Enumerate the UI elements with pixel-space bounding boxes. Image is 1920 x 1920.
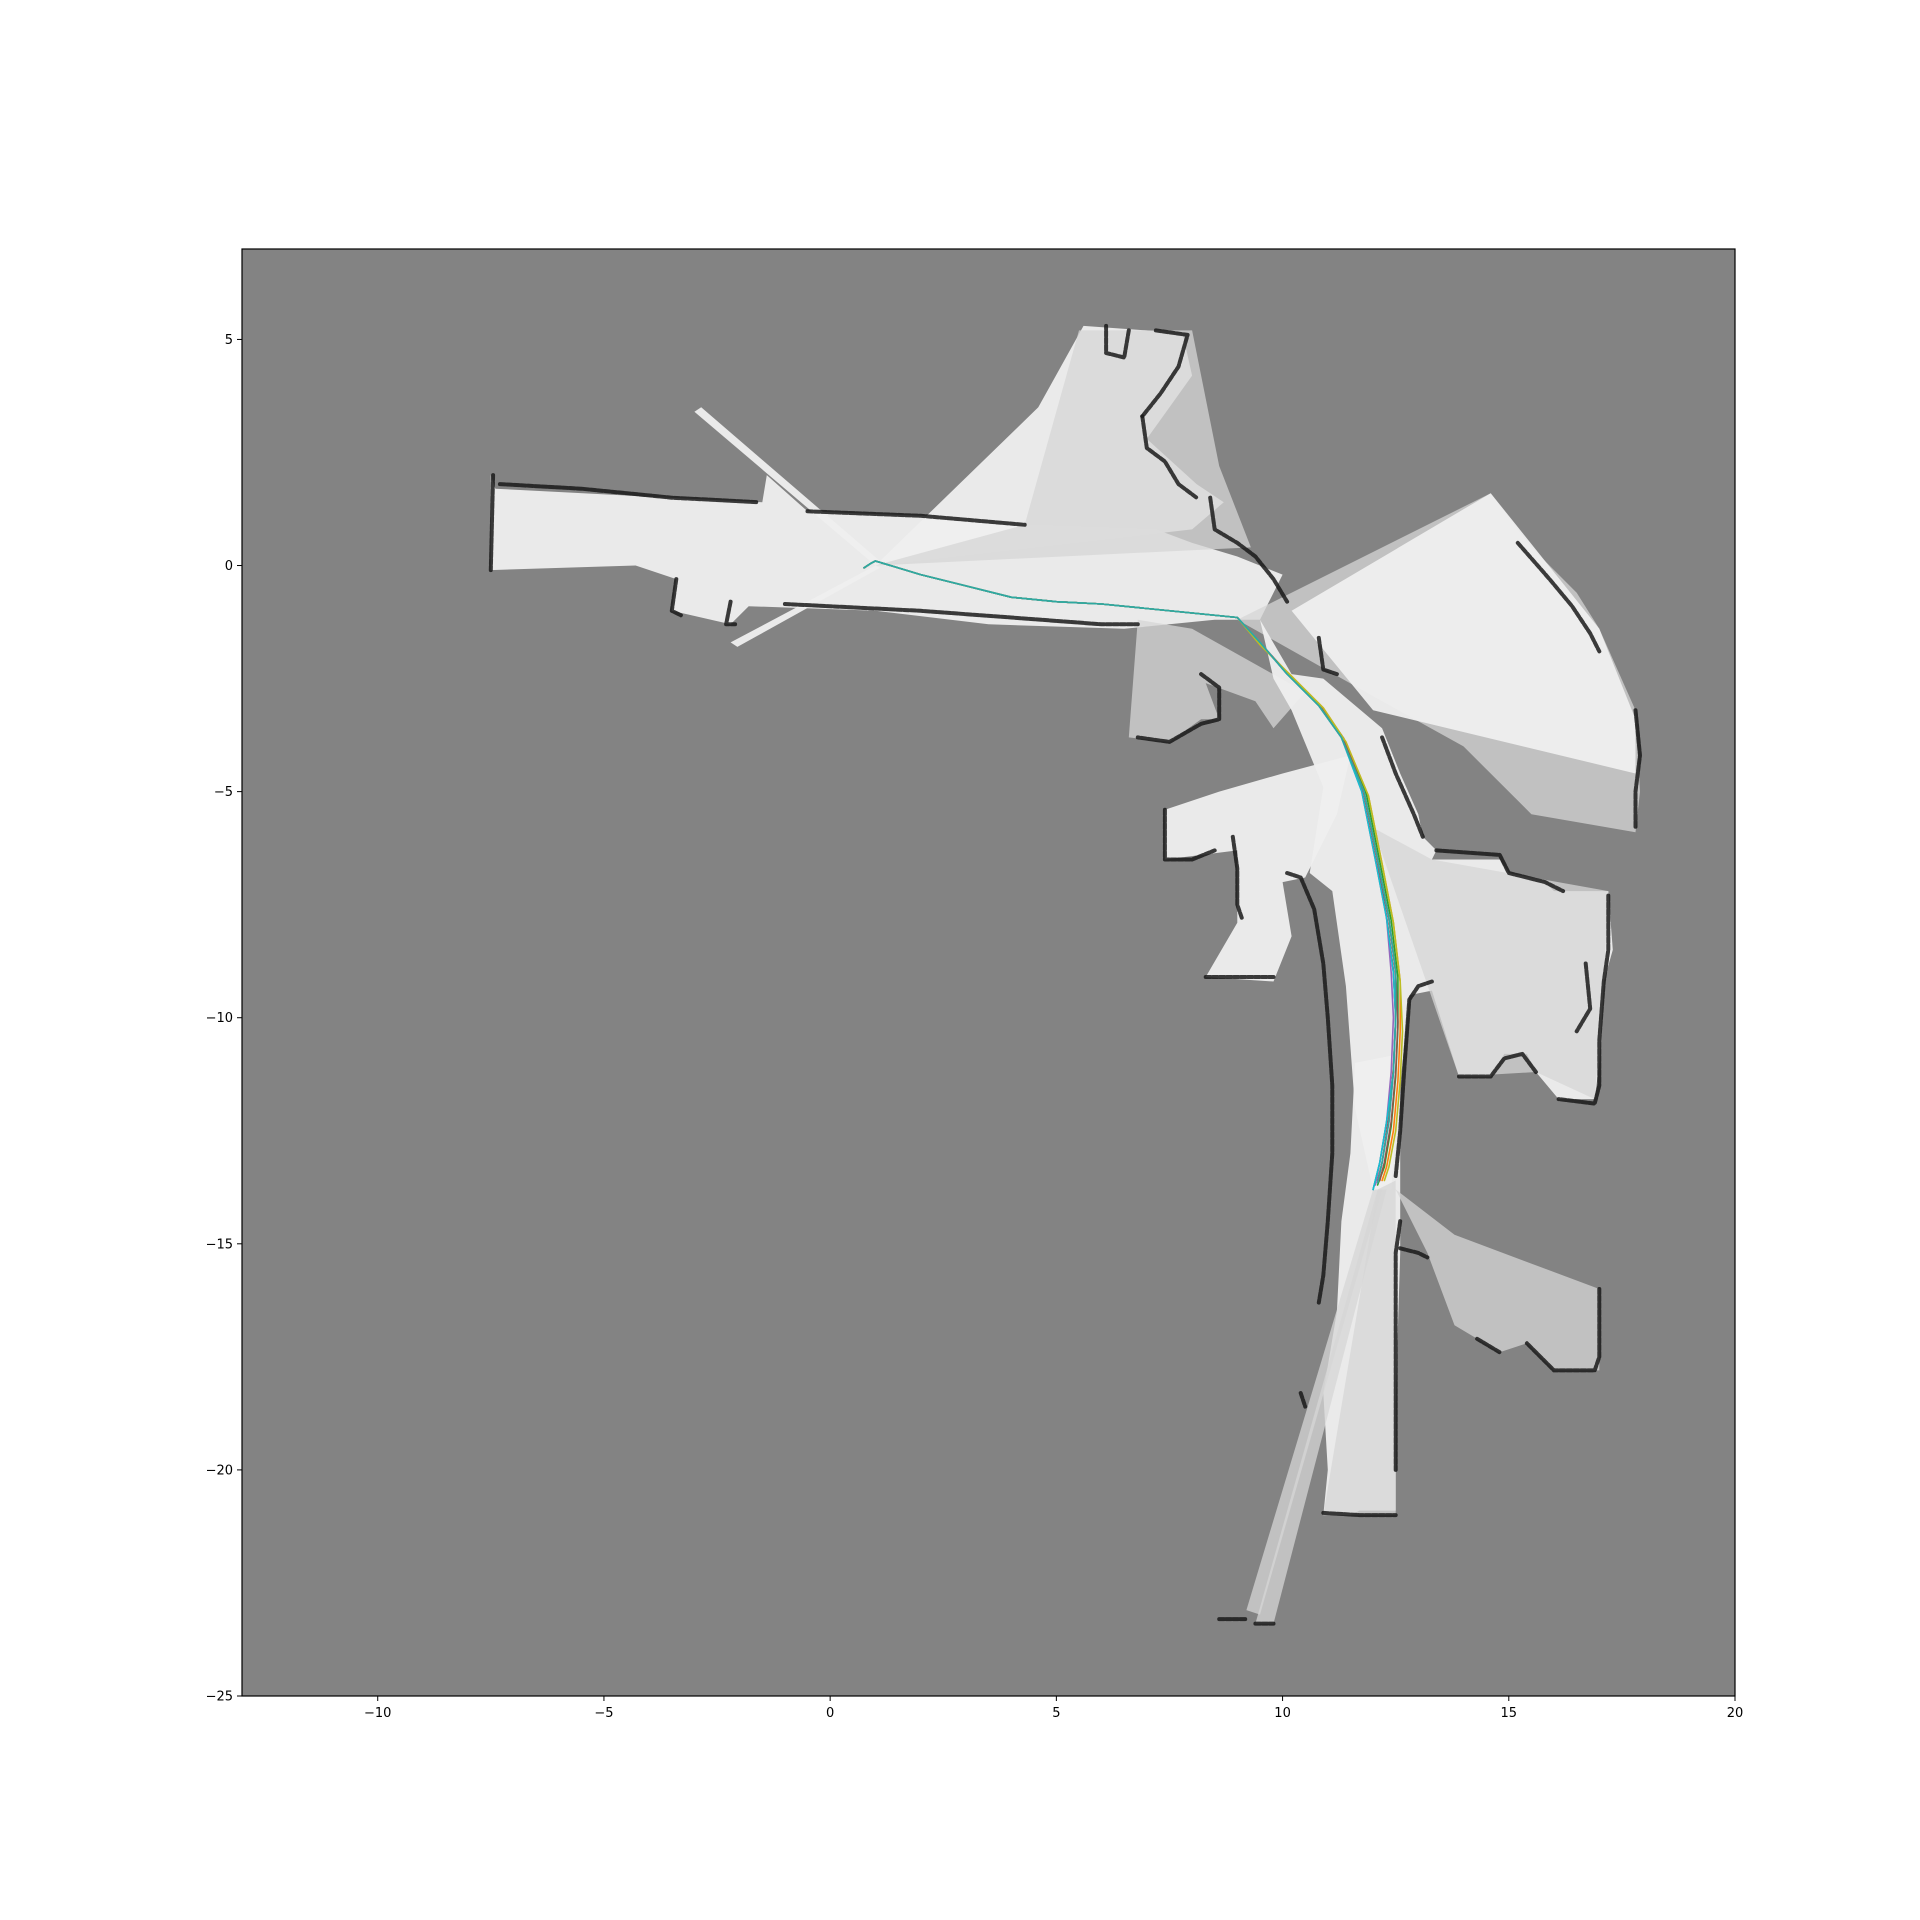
free-region-north-wide-fan xyxy=(875,330,1251,566)
trajectory-layer xyxy=(863,560,1404,1191)
obstacle-wall-south-east xyxy=(1393,1219,1403,1472)
obstacle-wall-south-west xyxy=(669,577,683,618)
obstacle-wall-north-stair xyxy=(1104,323,1131,360)
x-tick-label: 20 xyxy=(1727,1706,1744,1721)
obstacle-wall-north-main xyxy=(805,509,1027,527)
x-tick-label: 5 xyxy=(1052,1706,1060,1721)
obstacle-wall-north-building xyxy=(1140,328,1190,419)
x-tick-label: −10 xyxy=(364,1706,391,1721)
obstacle-wall-center-notch xyxy=(1316,635,1339,677)
obstacle-wall-corridor-top-right xyxy=(1434,848,1566,894)
y-tick-label: −10 xyxy=(206,1011,233,1026)
obstacle-wall-corridor-arc xyxy=(1285,871,1335,1305)
free-region-west-corridor xyxy=(490,475,1283,629)
free-region-southeast-fan xyxy=(1395,1189,1600,1371)
obstacle-wall-south-post xyxy=(1398,1246,1430,1260)
obstacle-wall-east-inner xyxy=(1574,961,1593,1034)
free-region-south-corridor-dim xyxy=(1323,1180,1396,1516)
plot-frame xyxy=(241,248,1736,1697)
obstacle-wall-east-bottom xyxy=(1457,1051,1538,1079)
obstacle-wall-se-mid xyxy=(1475,1336,1502,1355)
obstacle-wall-west xyxy=(488,473,496,573)
obstacle-wall-east-step xyxy=(1556,893,1611,1106)
y-tick-label: −20 xyxy=(206,1463,233,1478)
obstacle-wall-east-far xyxy=(1633,708,1642,830)
x-tick-label: −5 xyxy=(594,1706,613,1721)
obstacle-wall-east-ne xyxy=(1515,540,1602,654)
free-region-east-fan-bright xyxy=(1291,493,1636,774)
x-axis: −10 −5 0 5 10 15 20 xyxy=(364,1696,1743,1721)
free-region-corridor-inner-fan xyxy=(1373,827,1609,1100)
obstacle-wall-sw-south xyxy=(1298,1391,1308,1409)
obstacle-wall-corridor-east xyxy=(1393,979,1434,1178)
x-tick-label: 0 xyxy=(826,1706,834,1721)
obstacle-wall-ne-diagonal xyxy=(1208,495,1290,604)
obstacle-wall-south-main xyxy=(782,602,1140,627)
obstacle-wall-corridor-east-upper xyxy=(1380,735,1425,839)
y-tick-label: −25 xyxy=(206,1690,233,1705)
free-region-south-long-ray-2 xyxy=(1255,1189,1387,1624)
free-region-center-fan-west xyxy=(1128,619,1306,742)
free-region-west-lobe xyxy=(1164,755,1351,982)
y-tick-label: −15 xyxy=(206,1237,233,1252)
series-trajectory-11 xyxy=(863,560,1397,1184)
y-tick-label: 0 xyxy=(225,559,233,574)
obstacle-wall-north-step xyxy=(1140,414,1199,500)
free-region-northwest-ray xyxy=(694,407,880,566)
obstacle-wall-south-end xyxy=(1321,1510,1398,1518)
obstacle-layer xyxy=(488,323,1642,1626)
y-tick-label: −5 xyxy=(214,785,233,800)
obstacle-wall-west-lobe-2 xyxy=(1230,834,1244,921)
obstacle-wall-se-east xyxy=(1524,1287,1602,1373)
y-tick-label: 5 xyxy=(225,333,233,348)
x-tick-label: 10 xyxy=(1274,1706,1291,1721)
x-tick-label: 15 xyxy=(1501,1706,1518,1721)
obstacle-wall-center-west xyxy=(1135,672,1222,744)
y-axis: 5 0 −5 −10 −15 −20 −25 xyxy=(206,333,242,1705)
obstacle-wall-south-west-2 xyxy=(724,599,738,627)
free-space-layer xyxy=(490,325,1640,1624)
obstacle-wall-nw-top xyxy=(497,482,760,505)
obstacle-wall-west-lobe xyxy=(1162,807,1217,862)
